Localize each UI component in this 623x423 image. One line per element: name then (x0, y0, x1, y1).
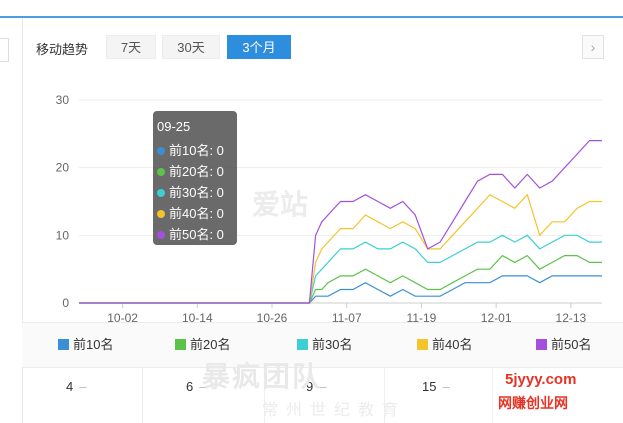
tooltip-row-top20: 前20名: 0 (157, 161, 232, 182)
dot-icon (157, 189, 165, 197)
next-button[interactable]: › (582, 35, 604, 59)
divider (264, 367, 265, 423)
chevron-right-icon: › (590, 39, 596, 55)
chart-tooltip: 09-25 前10名: 0 前20名: 0 前30名: 0 前40名: 0 前5… (153, 111, 237, 245)
dot-icon (157, 168, 165, 176)
site-domain: 5jyyy.com (505, 371, 577, 388)
divider (384, 367, 385, 423)
left-panel-edge (0, 18, 23, 423)
legend-swatch (58, 339, 69, 350)
legend-row: 前10名 前20名 前30名 前40名 前50名 (22, 322, 623, 368)
trend-flat-icon: – (199, 379, 207, 394)
tab-3-months[interactable]: 3个月 (227, 35, 291, 59)
dot-icon (157, 147, 165, 155)
mobile-trend-panel: 移动趋势 7天 30天 3个月 › 0 10 20 30 10-02 10-14 10-26… (22, 18, 623, 423)
legend-label: 前50名 (551, 337, 592, 352)
x-tick-label: 10-14 (182, 311, 213, 325)
trend-flat-icon: – (319, 379, 327, 394)
dot-icon (157, 231, 165, 239)
value-top30: 9– (306, 379, 327, 394)
legend-swatch (297, 339, 308, 350)
watermark-logo: 爱站 (252, 189, 309, 220)
legend-swatch (417, 339, 428, 350)
legend-item-top10[interactable]: 前10名 (58, 338, 113, 352)
series-line (79, 139, 602, 304)
x-tick-label: 12-01 (481, 311, 512, 325)
watermark-sub: 常州世纪教育 (262, 402, 407, 419)
watermark-main: 暴疯团队 (202, 361, 323, 392)
tooltip-row-top40: 前40名: 0 (157, 203, 232, 224)
legend-item-top40[interactable]: 前40名 (417, 338, 472, 352)
tooltip-date: 09-25 (157, 119, 191, 134)
series-line (79, 254, 602, 304)
panel-header: 移动趋势 7天 30天 3个月 › (22, 18, 623, 78)
value-top20: 6– (186, 379, 207, 394)
legend-swatch (175, 339, 186, 350)
trend-flat-icon: – (442, 379, 450, 394)
y-tick-label: 10 (56, 228, 70, 242)
value-top40: 15– (422, 379, 450, 394)
trend-chart: 0 10 20 30 10-02 10-14 10-26 11-07 11-19 12-01 12-… (22, 73, 623, 328)
value-top10: 4– (66, 379, 87, 394)
divider (492, 367, 493, 423)
tooltip-row-top50: 前50名: 0 (157, 224, 232, 245)
series-line (79, 234, 602, 304)
values-row: 4– 6– 9– 15– (22, 367, 623, 423)
legend-item-top50[interactable]: 前50名 (536, 338, 591, 352)
top-accent-bar (0, 16, 623, 18)
legend-label: 前10名 (73, 337, 114, 352)
y-tick-label: 20 (56, 161, 70, 175)
legend-label: 前40名 (432, 337, 473, 352)
tab-30-days[interactable]: 30天 (162, 35, 220, 59)
y-tick-label: 0 (62, 296, 69, 310)
x-tick-label: 10-26 (257, 311, 288, 325)
x-tick-label: 12-13 (556, 311, 587, 325)
tooltip-row-top10: 前10名: 0 (157, 140, 232, 161)
tab-7-days[interactable]: 7天 (106, 35, 156, 59)
legend-swatch (536, 339, 547, 350)
legend-item-top30[interactable]: 前30名 (297, 338, 352, 352)
trend-flat-icon: – (79, 379, 87, 394)
x-tick-label: 11-19 (407, 311, 437, 325)
trend-chart-svg: 0 10 20 30 10-02 10-14 10-26 11-07 11-19 12-01 12-… (56, 93, 602, 325)
panel-title: 移动趋势 (36, 42, 89, 57)
divider (142, 367, 143, 423)
site-name: 网赚创业网 (498, 395, 568, 411)
legend-label: 前20名 (190, 337, 231, 352)
legend-item-top20[interactable]: 前20名 (175, 338, 230, 352)
x-tick-label: 10-02 (107, 311, 138, 325)
series-line (79, 275, 602, 304)
x-tick-label: 11-07 (332, 311, 362, 325)
dot-icon (157, 210, 165, 218)
legend-label: 前30名 (312, 337, 353, 352)
tooltip-row-top30: 前30名: 0 (157, 182, 232, 203)
left-panel-control[interactable] (0, 38, 9, 62)
y-tick-label: 30 (56, 93, 70, 107)
